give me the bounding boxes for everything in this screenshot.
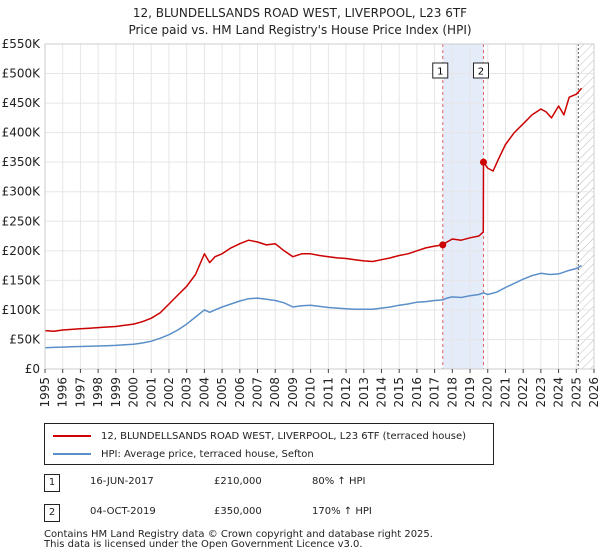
- y-tick-label: £150K: [2, 273, 42, 287]
- x-tick-label: 1996: [56, 377, 70, 408]
- marker-label-box: [432, 62, 449, 79]
- x-tick-label: 2007: [251, 377, 265, 408]
- annotation-date: 16-JUN-2017: [90, 476, 154, 487]
- y-tick-label: £200K: [2, 244, 42, 258]
- annotation-number: 2: [44, 504, 60, 522]
- x-tick-label: 2006: [233, 377, 247, 408]
- marker-label: 2: [478, 67, 484, 78]
- legend-label-hpi: HPI: Average price, terraced house, Seft…: [101, 448, 314, 460]
- annotation-hpi: 170% ↑ HPI: [312, 506, 372, 517]
- purchase-range-shade: [442, 44, 484, 369]
- legend-swatch-property: [53, 435, 91, 437]
- y-tick-label: £250K: [2, 214, 42, 228]
- x-tick-label: 2012: [339, 377, 353, 408]
- x-tick-label: 2013: [357, 377, 371, 408]
- x-tick-label: 2010: [304, 377, 318, 408]
- property-series-line: [44, 87, 583, 332]
- x-tick-label: 2008: [268, 377, 282, 408]
- annotation-price: £210,000: [214, 476, 262, 487]
- x-tick-label: 1997: [73, 377, 87, 408]
- x-tick-label: 2019: [463, 377, 477, 408]
- annotation-row: 1 16-JUN-2017 £210,000 80% ↑ HPI: [44, 474, 484, 492]
- legend: 12, BLUNDELLSANDS ROAD WEST, LIVERPOOL, …: [44, 423, 494, 465]
- x-tick-label: 2017: [428, 377, 442, 408]
- forecast-hatch: [576, 44, 594, 369]
- x-tick-label: 2024: [552, 377, 566, 408]
- x-tick-label: 2026: [587, 377, 600, 408]
- y-tick-label: £300K: [2, 185, 42, 199]
- x-tick-label: 2000: [127, 377, 141, 408]
- marker-label-box: [472, 62, 489, 79]
- x-tick-label: 2023: [534, 377, 548, 408]
- y-tick-label: £400K: [2, 126, 42, 140]
- legend-swatch-hpi: [53, 453, 91, 455]
- x-tick-label: 2021: [498, 377, 512, 408]
- footer: Contains HM Land Registry data © Crown c…: [44, 530, 433, 550]
- sale-point-marker: [439, 241, 447, 249]
- annotation-number: 1: [44, 474, 60, 492]
- footer-line-1: Contains HM Land Registry data © Crown c…: [44, 529, 433, 540]
- x-tick-label: 2018: [445, 377, 459, 408]
- x-tick-label: 1999: [109, 377, 123, 408]
- chart-title: 12, BLUNDELLSANDS ROAD WEST, LIVERPOOL, …: [133, 6, 467, 20]
- x-tick-label: 2004: [197, 377, 211, 408]
- x-tick-label: 1998: [91, 377, 105, 408]
- y-tick-label: £50K: [9, 332, 41, 346]
- y-tick-label: £550K: [2, 37, 42, 51]
- x-tick-label: 2016: [410, 377, 424, 408]
- legend-item-hpi: HPI: Average price, terraced house, Seft…: [53, 445, 314, 463]
- y-tick-label: £450K: [2, 96, 42, 110]
- sale-point-marker: [479, 158, 487, 166]
- annotation-price: £350,000: [214, 506, 262, 517]
- chart-subtitle: Price paid vs. HM Land Registry's House …: [128, 23, 471, 37]
- x-tick-label: 2022: [516, 377, 530, 408]
- x-tick-label: 2003: [180, 377, 194, 408]
- x-tick-label: 2014: [374, 377, 388, 408]
- x-tick-label: 2025: [569, 377, 583, 408]
- y-tick-label: £350K: [2, 155, 42, 169]
- y-tick-label: £500K: [2, 67, 42, 81]
- y-tick-label: £0: [25, 362, 40, 376]
- x-tick-label: 2002: [162, 377, 176, 408]
- y-tick-label: £100K: [2, 303, 42, 317]
- annotation-row: 2 04-OCT-2019 £350,000 170% ↑ HPI: [44, 504, 484, 522]
- annotation-date: 04-OCT-2019: [90, 506, 156, 517]
- footer-line-2: This data is licensed under the Open Gov…: [44, 539, 363, 550]
- plot-frame: [44, 43, 595, 370]
- legend-label-property: 12, BLUNDELLSANDS ROAD WEST, LIVERPOOL, …: [101, 430, 467, 442]
- plot-background: [45, 44, 594, 369]
- price-chart: 12, BLUNDELLSANDS ROAD WEST, LIVERPOOL, …: [2, 6, 600, 408]
- annotation-hpi: 80% ↑ HPI: [312, 476, 366, 487]
- x-tick-label: 1995: [38, 377, 52, 408]
- x-tick-label: 2009: [286, 377, 300, 408]
- x-tick-label: 2015: [392, 377, 406, 408]
- hpi-series-line: [44, 264, 582, 349]
- legend-item-property: 12, BLUNDELLSANDS ROAD WEST, LIVERPOOL, …: [53, 427, 466, 445]
- x-tick-label: 2005: [215, 377, 229, 408]
- x-tick-label: 2011: [321, 377, 335, 408]
- plot-area: 1 2 £0 £50K £100K £150K £200K £250K £300K £350K £4…: [2, 37, 600, 408]
- marker-label: 1: [437, 67, 443, 78]
- x-tick-label: 2001: [144, 377, 158, 408]
- x-tick-label: 2020: [481, 377, 495, 408]
